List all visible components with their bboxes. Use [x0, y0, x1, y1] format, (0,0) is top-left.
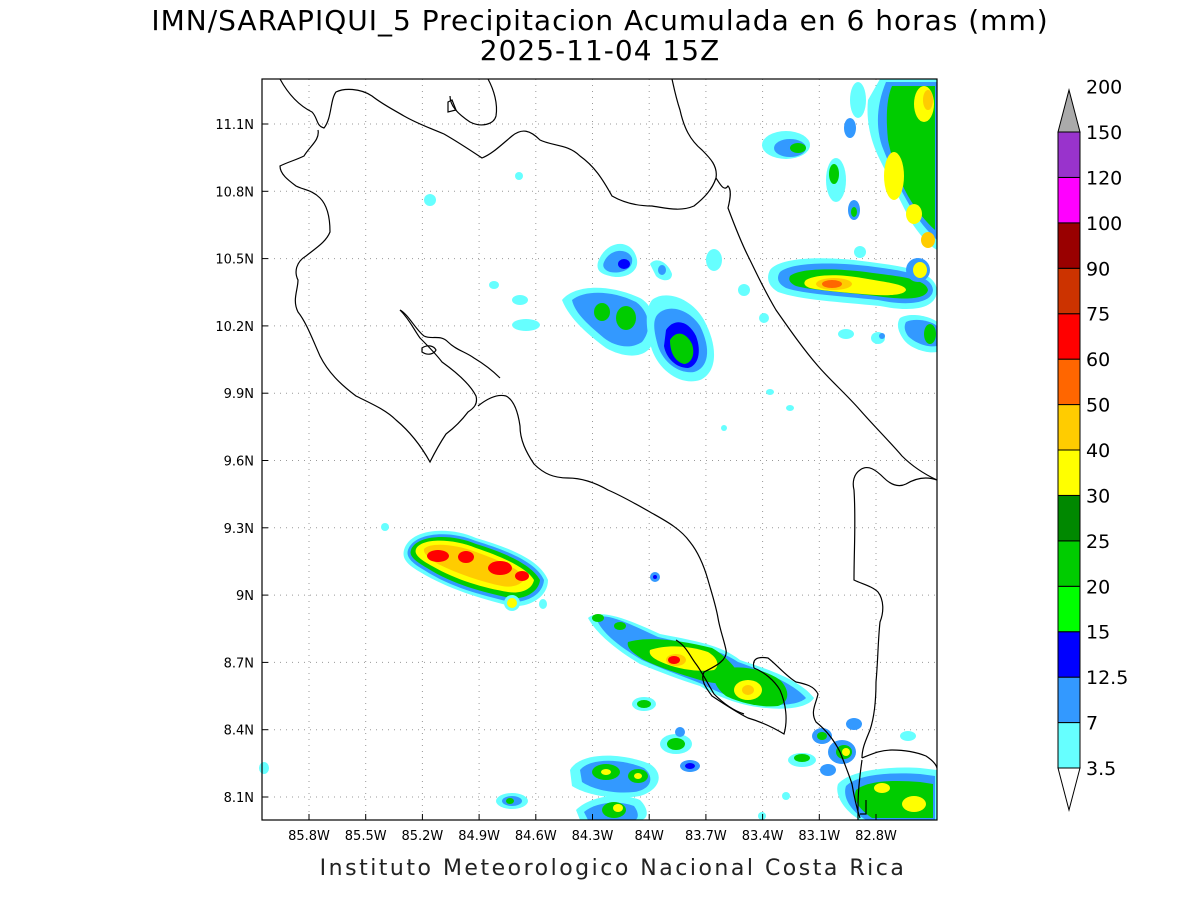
coastlines [279, 78, 938, 820]
map-panel [259, 78, 938, 821]
colorbar-swatch [1057, 676, 1081, 724]
lon-tick-label: 85.5W [345, 829, 387, 844]
colorbar-level-label: 100 [1086, 213, 1122, 235]
precip-cell-pacific-west [381, 523, 548, 611]
colorbar-level-label: 40 [1086, 440, 1110, 462]
colorbar-level-label: 15 [1086, 622, 1110, 644]
lat-tick-label: 10.5N [215, 253, 254, 268]
colorbar-high-triangle [1057, 88, 1081, 133]
lat-tick-label: 9N [236, 589, 254, 604]
colorbar-level-label: 75 [1086, 304, 1110, 326]
lon-tick-label: 82.8W [855, 829, 897, 844]
lat-tick-label: 11.1N [215, 118, 254, 133]
colorbar-swatch [1057, 540, 1081, 587]
lat-tick-label: 8.4N [224, 724, 254, 739]
colorbar-swatch [1057, 358, 1081, 406]
colorbar-level-label: 150 [1086, 122, 1122, 144]
map-title: IMN/SARAPIQUI_5 Precipitacion Acumulada … [151, 4, 1049, 37]
latitude-axis: 11.1N 10.8N 10.5N 10.2N 9.9N 9.6N 9.3N 9N 8.7N 8.… [215, 118, 268, 806]
colorbar-level-label: 7 [1086, 713, 1098, 735]
colorbar-level-label: 200 [1086, 77, 1122, 99]
precip-cell-central-north [424, 172, 794, 431]
map-subtitle: 2025-11-04 15Z [479, 34, 721, 67]
colorbar-swatch [1057, 631, 1081, 678]
lon-tick-label: 83.1W [798, 829, 840, 844]
lat-tick-label: 8.7N [224, 656, 254, 671]
colorbar-swatch [1057, 313, 1081, 360]
lat-tick-label: 10.8N [215, 185, 254, 200]
colorbar-level-label: 12.5 [1086, 667, 1128, 689]
colorbar-swatch [1057, 131, 1081, 178]
lat-tick-label: 9.3N [224, 522, 254, 537]
map-footer: Instituto Meteorologico Nacional Costa R… [319, 856, 907, 881]
colorbar-swatch [1057, 222, 1081, 269]
colorbar-swatch [1057, 494, 1081, 542]
colorbar-swatch [1057, 722, 1081, 769]
colorbar: 3.5 7 12.5 15 20 25 30 40 50 60 75 90 100 120 150 200 [1057, 77, 1128, 812]
lat-tick-label: 9.6N [224, 455, 254, 470]
plot-frame [261, 78, 938, 821]
colorbar-swatch [1057, 176, 1081, 224]
lat-tick-label: 10.2N [215, 320, 254, 335]
lon-tick-label: 84W [634, 829, 664, 844]
lon-tick-label: 84.9W [458, 829, 500, 844]
colorbar-level-label: 50 [1086, 395, 1110, 417]
lon-tick-label: 83.4W [742, 829, 784, 844]
colorbar-level-label: 60 [1086, 349, 1110, 371]
lon-tick-label: 84.6W [515, 829, 557, 844]
colorbar-level-label: 30 [1086, 485, 1110, 507]
colorbar-swatch [1057, 404, 1081, 451]
lon-tick-label: 83.7W [685, 829, 727, 844]
precip-cell-caribbean [762, 79, 937, 353]
longitude-axis: 85.8W 85.5W 85.2W 84.9W 84.6W 84.3W 84W 83.7W 83… [288, 814, 897, 844]
colorbar-swatch [1057, 267, 1081, 315]
colorbar-low-triangle [1057, 767, 1081, 812]
lat-tick-label: 9.9N [224, 387, 254, 402]
precip-cell-south [259, 572, 937, 820]
colorbar-level-label: 20 [1086, 576, 1110, 598]
lon-tick-label: 85.8W [288, 829, 330, 844]
colorbar-level-label: 3.5 [1086, 758, 1116, 780]
lon-tick-label: 84.3W [572, 829, 614, 844]
colorbar-swatch [1057, 585, 1081, 633]
lat-tick-label: 8.1N [224, 791, 254, 806]
colorbar-level-label: 25 [1086, 531, 1110, 553]
colorbar-level-label: 90 [1086, 258, 1110, 280]
precip-contours [259, 79, 937, 820]
colorbar-swatch [1057, 449, 1081, 496]
colorbar-level-label: 120 [1086, 167, 1122, 189]
lon-tick-label: 85.2W [401, 829, 443, 844]
